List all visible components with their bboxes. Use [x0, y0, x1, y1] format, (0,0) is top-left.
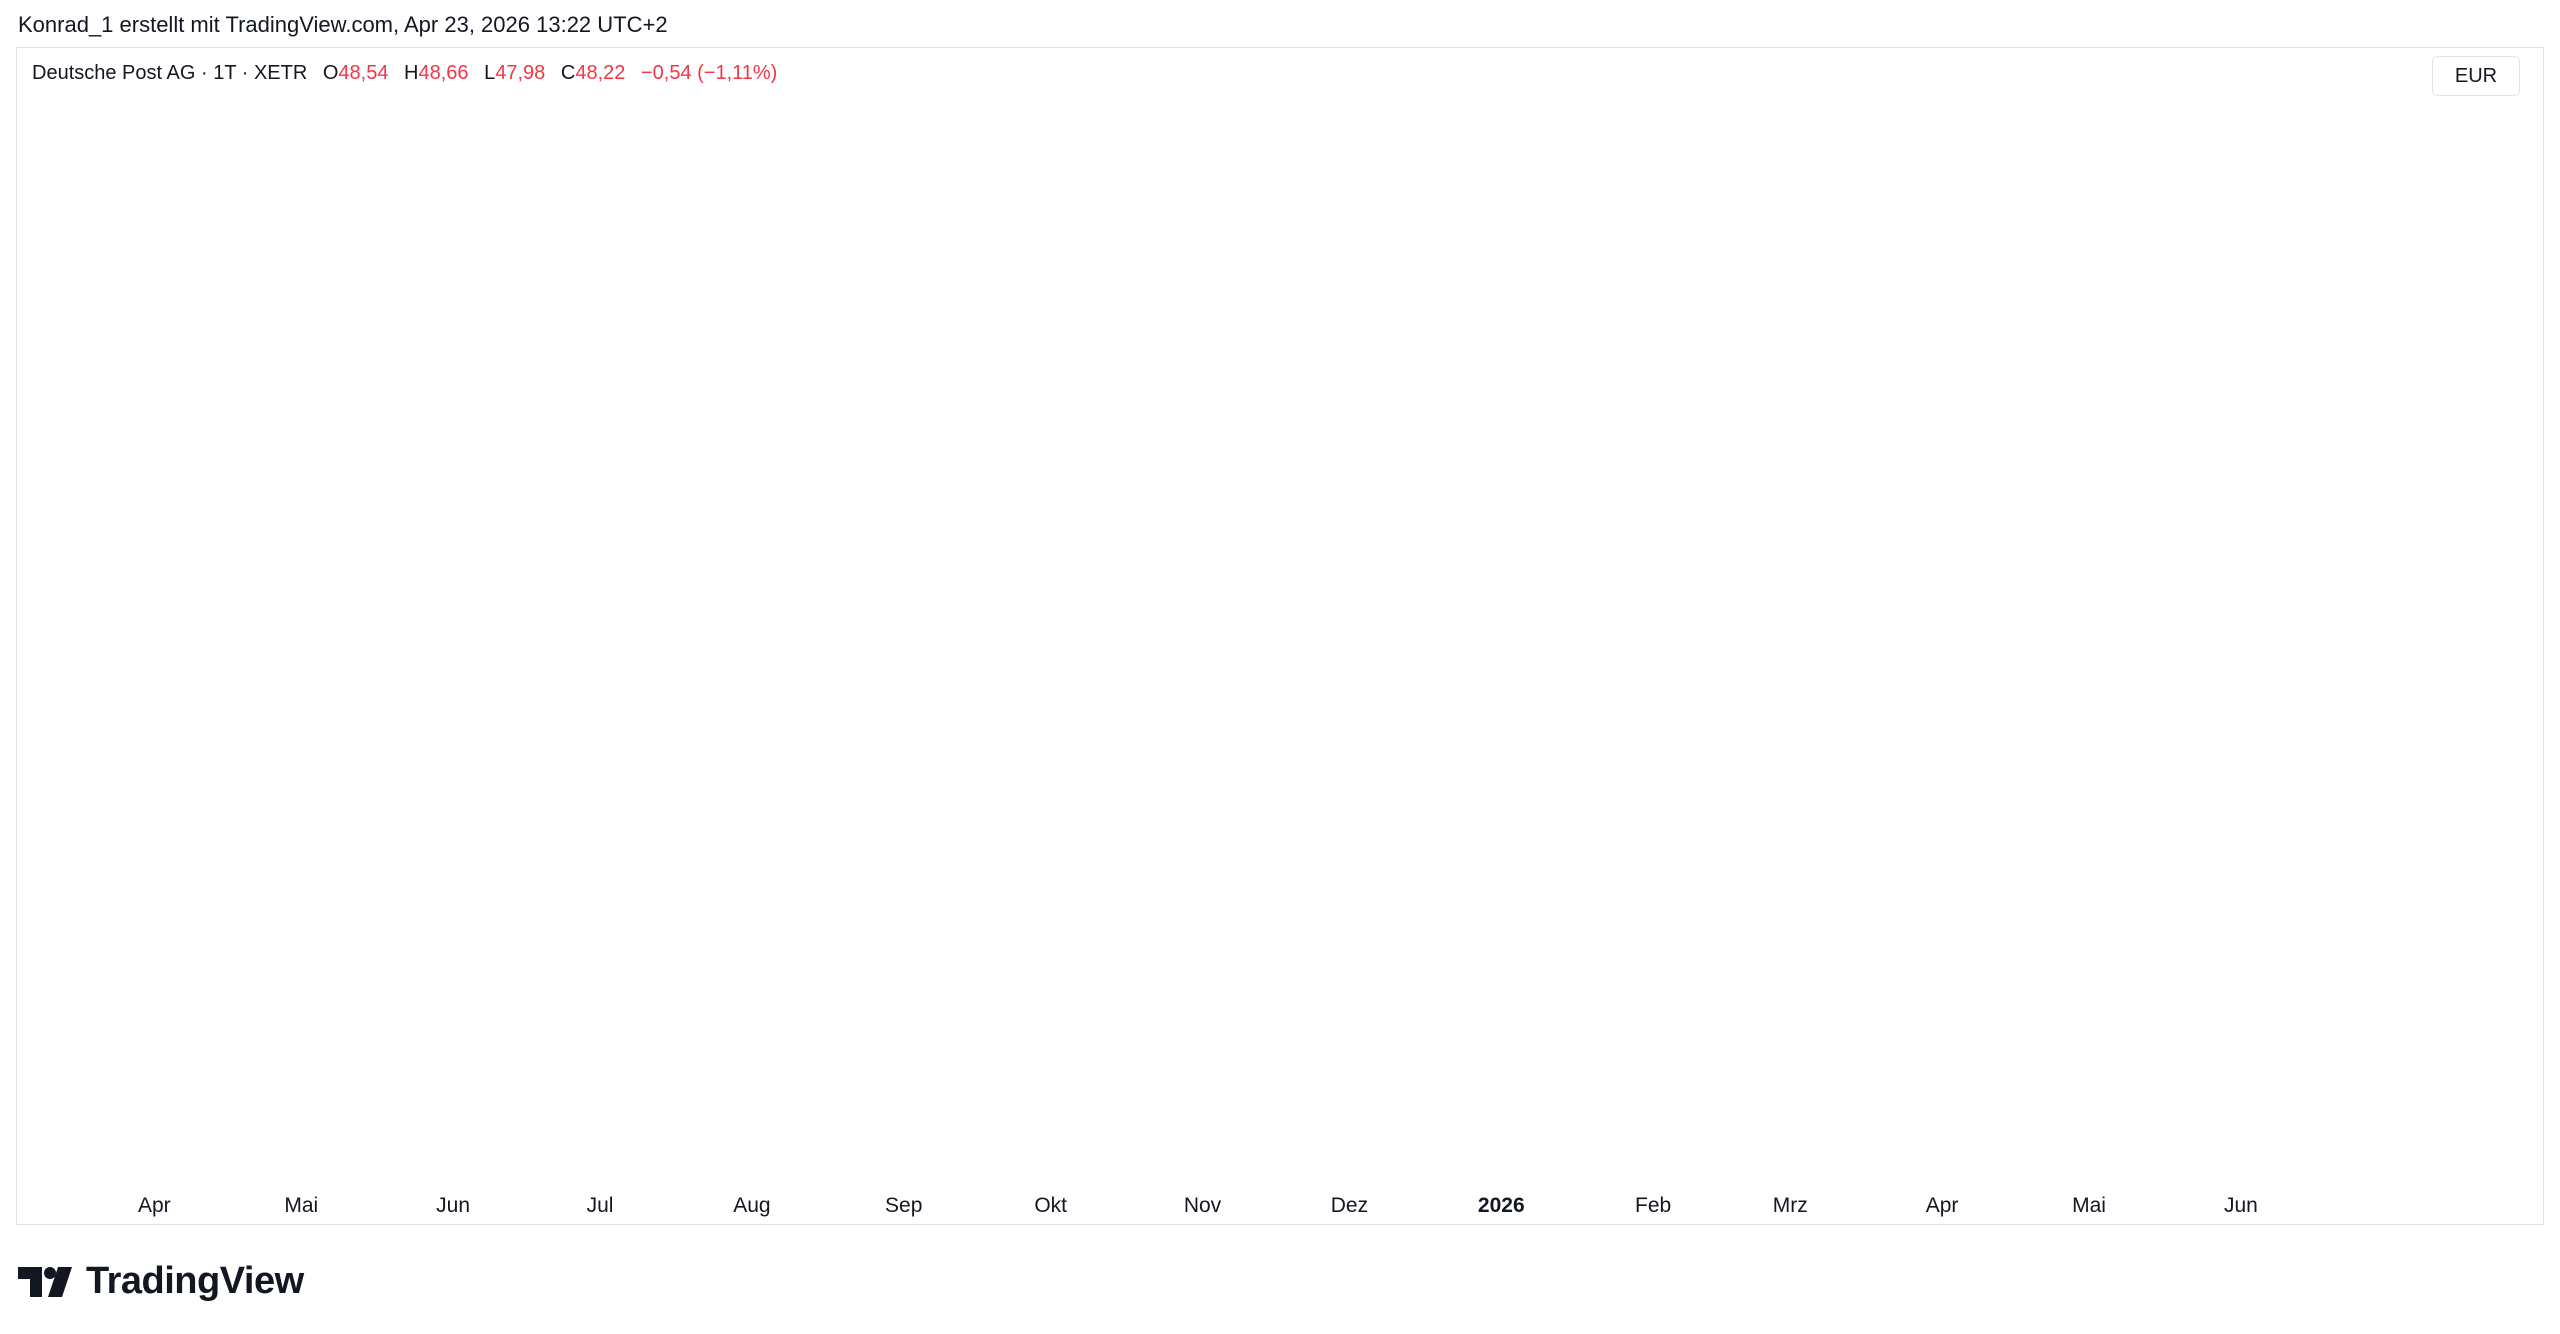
open-value: 48,54 [338, 62, 389, 84]
x-tick-label-14: Jun [2224, 1194, 2258, 1217]
x-tick-label-6: Okt [1034, 1194, 1067, 1217]
x-tick-label-0: Apr [138, 1194, 171, 1217]
low-value: 47,98 [495, 62, 546, 84]
currency-button[interactable]: EUR [2432, 56, 2520, 96]
x-tick-label-8: Dez [1331, 1194, 1368, 1217]
high-value: 48,66 [418, 62, 469, 84]
tradingview-brand-name: TradingView [86, 1260, 304, 1302]
x-tick-label-5: Sep [885, 1194, 922, 1217]
x-tick-label-2: Jun [436, 1194, 470, 1217]
x-tick-label-11: Mrz [1773, 1194, 1808, 1217]
x-tick-label-3: Jul [587, 1194, 614, 1217]
x-tick-label-12: Apr [1926, 1194, 1959, 1217]
close-label: C [560, 62, 576, 84]
change-value: −0,54 (−1,11%) [640, 62, 778, 84]
low-label: L [484, 62, 496, 84]
high-label: H [404, 62, 419, 84]
tradingview-logo[interactable]: TradingView [18, 1260, 304, 1303]
open-label: O [322, 62, 339, 84]
symbol-legend: Deutsche Post AG · 1T · XETR O48,54 H48,… [32, 62, 777, 85]
tradingview-logo-icon [18, 1266, 72, 1297]
x-tick-label-13: Mai [2072, 1194, 2106, 1217]
x-tick-label-7: Nov [1184, 1194, 1222, 1217]
symbol-name: Deutsche Post AG · 1T · XETR [32, 62, 308, 84]
x-tick-label-4: Aug [733, 1194, 770, 1217]
x-tick-label-10: Feb [1635, 1194, 1671, 1217]
x-tick-label-1: Mai [284, 1194, 318, 1217]
chart-pane[interactable] [16, 47, 2544, 1225]
close-value: 48,22 [575, 62, 626, 84]
x-tick-label-9: 2026 [1478, 1194, 1525, 1217]
chart-credit: Konrad_1 erstellt mit TradingView.com, A… [18, 12, 668, 37]
